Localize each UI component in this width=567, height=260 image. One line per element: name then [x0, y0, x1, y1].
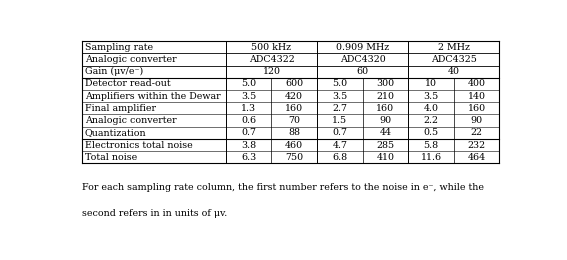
- Text: 160: 160: [467, 104, 485, 113]
- Text: For each sampling rate column, the first number refers to the noise in e⁻, while: For each sampling rate column, the first…: [82, 183, 484, 192]
- Text: Total noise: Total noise: [85, 153, 137, 162]
- Text: ADC4325: ADC4325: [431, 55, 477, 64]
- Text: 2 MHz: 2 MHz: [438, 43, 469, 52]
- Text: 400: 400: [468, 80, 485, 88]
- Text: 40: 40: [448, 67, 460, 76]
- Text: 60: 60: [357, 67, 369, 76]
- Text: 464: 464: [467, 153, 485, 162]
- Text: 120: 120: [263, 67, 281, 76]
- Text: Quantization: Quantization: [85, 128, 146, 137]
- Text: 210: 210: [376, 92, 395, 101]
- Text: 600: 600: [285, 80, 303, 88]
- Text: 90: 90: [471, 116, 483, 125]
- Text: Detector read-out: Detector read-out: [85, 80, 171, 88]
- Text: 70: 70: [288, 116, 301, 125]
- Text: 420: 420: [285, 92, 303, 101]
- Text: 3.5: 3.5: [241, 92, 256, 101]
- Text: 1.3: 1.3: [241, 104, 256, 113]
- Text: Gain (μv/e⁻): Gain (μv/e⁻): [85, 67, 143, 76]
- Text: 160: 160: [376, 104, 395, 113]
- Text: 160: 160: [285, 104, 303, 113]
- Text: Analogic converter: Analogic converter: [85, 116, 176, 125]
- Text: Analogic converter: Analogic converter: [85, 55, 176, 64]
- Text: 460: 460: [285, 140, 303, 150]
- Text: 140: 140: [468, 92, 485, 101]
- Text: Sampling rate: Sampling rate: [85, 43, 153, 52]
- Text: ADC4322: ADC4322: [248, 55, 294, 64]
- Text: 5.0: 5.0: [332, 80, 348, 88]
- Text: 5.0: 5.0: [241, 80, 256, 88]
- Text: 88: 88: [288, 128, 301, 137]
- Text: 750: 750: [285, 153, 303, 162]
- Text: 285: 285: [376, 140, 395, 150]
- Text: 4.0: 4.0: [424, 104, 438, 113]
- Text: 22: 22: [471, 128, 483, 137]
- Text: 1.5: 1.5: [332, 116, 348, 125]
- Text: ADC4320: ADC4320: [340, 55, 386, 64]
- Text: 0.5: 0.5: [424, 128, 438, 137]
- Text: Final amplifier: Final amplifier: [85, 104, 156, 113]
- Text: Amplifiers within the Dewar: Amplifiers within the Dewar: [85, 92, 221, 101]
- Text: 0.7: 0.7: [241, 128, 256, 137]
- Text: 3.8: 3.8: [241, 140, 256, 150]
- Text: 300: 300: [376, 80, 395, 88]
- Text: 2.7: 2.7: [332, 104, 348, 113]
- Text: 0.7: 0.7: [332, 128, 348, 137]
- Text: second refers in in units of μv.: second refers in in units of μv.: [82, 209, 227, 218]
- Text: 0.6: 0.6: [241, 116, 256, 125]
- Text: 3.5: 3.5: [424, 92, 439, 101]
- Text: 3.5: 3.5: [332, 92, 348, 101]
- Text: 500 kHz: 500 kHz: [251, 43, 291, 52]
- Text: 410: 410: [376, 153, 395, 162]
- Text: 10: 10: [425, 80, 437, 88]
- Text: Electronics total noise: Electronics total noise: [85, 140, 193, 150]
- Text: 232: 232: [467, 140, 485, 150]
- Text: 0.909 MHz: 0.909 MHz: [336, 43, 389, 52]
- Text: 4.7: 4.7: [332, 140, 348, 150]
- Text: 5.8: 5.8: [424, 140, 438, 150]
- Text: 6.8: 6.8: [332, 153, 348, 162]
- Text: 6.3: 6.3: [241, 153, 256, 162]
- Text: 44: 44: [379, 128, 391, 137]
- Text: 11.6: 11.6: [420, 153, 442, 162]
- Text: 2.2: 2.2: [424, 116, 438, 125]
- Text: 90: 90: [379, 116, 391, 125]
